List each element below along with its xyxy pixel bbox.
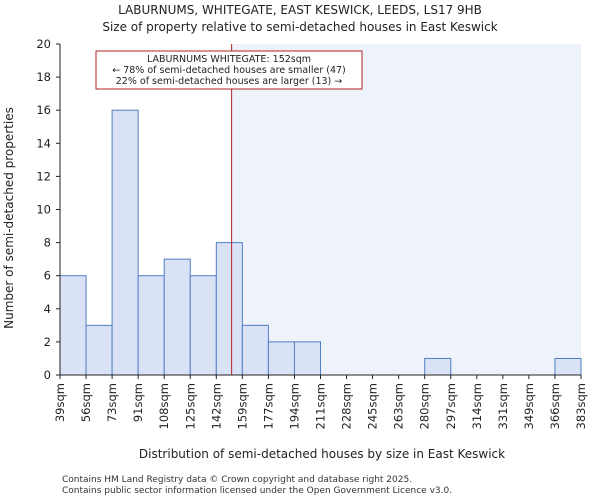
y-tick-label: 4 (44, 302, 51, 316)
annotation-line: LABURNUMS WHITEGATE: 152sqm (147, 54, 311, 65)
histogram-bar (215, 242, 243, 376)
histogram-bar (241, 324, 269, 376)
y-tick-label: 2 (44, 335, 51, 349)
histogram-bar (424, 357, 452, 376)
x-tick-label: 56sqm (79, 383, 93, 422)
x-tick-label: 39sqm (53, 383, 67, 422)
y-tick-label: 10 (36, 203, 51, 217)
annotation-line: 22% of semi-detached houses are larger (… (116, 76, 343, 87)
histogram-bar (554, 357, 582, 376)
annotation-box (95, 50, 363, 90)
x-tick-label: 314sqm (470, 383, 484, 429)
y-tick-label: 18 (36, 70, 51, 84)
x-axis-label: Distribution of semi-detached houses by … (139, 447, 505, 461)
x-tick-label: 142sqm (209, 383, 223, 429)
y-tick-label: 20 (36, 37, 51, 51)
x-tick-label: 211sqm (314, 383, 328, 429)
chart-title-line-2: Size of property relative to semi-detach… (102, 20, 497, 34)
x-tick-label: 349sqm (522, 383, 536, 429)
larger-region-shade (231, 44, 581, 375)
x-tick-label: 297sqm (444, 383, 458, 429)
x-tick-label: 331sqm (496, 383, 510, 429)
histogram-bar (111, 109, 139, 376)
histogram-bar (293, 341, 322, 376)
x-tick-label: 194sqm (287, 383, 301, 429)
y-tick-label: 16 (36, 103, 51, 117)
footer-line-2: Contains public sector information licen… (62, 486, 452, 496)
footer-line-1: Contains HM Land Registry data © Crown c… (62, 475, 412, 485)
annotation-line: ← 78% of semi-detached houses are smalle… (112, 65, 346, 76)
x-tick-label: 366sqm (548, 383, 562, 429)
x-tick-label: 91sqm (131, 383, 145, 422)
chart-title-line-1: LABURNUMS, WHITEGATE, EAST KESWICK, LEED… (118, 3, 482, 17)
y-tick-label: 12 (36, 169, 51, 183)
x-tick-label: 280sqm (418, 383, 432, 429)
x-tick-label: 228sqm (340, 383, 354, 429)
y-tick-label: 8 (44, 236, 51, 250)
y-tick-label: 14 (36, 136, 51, 150)
x-tick-label: 383sqm (574, 383, 588, 429)
histogram-bar (59, 275, 87, 376)
x-tick-label: 159sqm (235, 383, 249, 429)
x-tick-label: 263sqm (392, 383, 406, 429)
histogram-bar (137, 275, 165, 376)
histogram-bar (267, 341, 295, 376)
x-tick-label: 125sqm (183, 383, 197, 429)
histogram-bar (189, 275, 217, 376)
y-tick-label: 0 (44, 368, 51, 382)
x-tick-label: 245sqm (366, 383, 380, 429)
y-axis-label: Number of semi-detached properties (2, 107, 16, 329)
x-tick-label: 73sqm (105, 383, 119, 422)
histogram-bar (163, 258, 191, 376)
x-tick-label: 177sqm (261, 383, 275, 429)
y-tick-label: 6 (44, 269, 51, 283)
x-tick-label: 108sqm (157, 383, 171, 429)
histogram-bar (85, 324, 113, 376)
plot-area: 0 2 4 6 8 10 12 14 16 18 20 39sqm 56sqm 73sqm 91sqm 108… (36, 37, 588, 429)
